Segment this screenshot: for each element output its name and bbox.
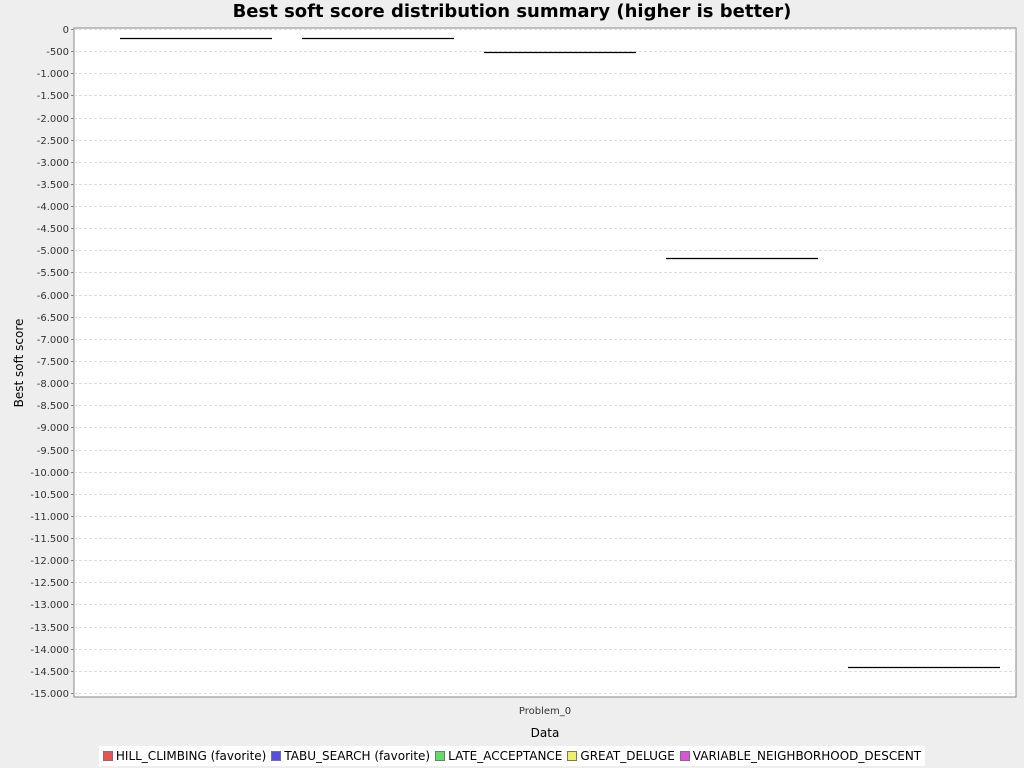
y-tick-label: -2.000 <box>37 114 69 125</box>
legend-item: GREAT_DELUGE <box>567 749 675 763</box>
x-axis-label: Data <box>531 726 560 740</box>
legend-item: TABU_SEARCH (favorite) <box>271 749 430 763</box>
y-tick-label: -2.500 <box>37 136 69 147</box>
legend-label: TABU_SEARCH (favorite) <box>284 749 431 763</box>
legend-item: VARIABLE_NEIGHBORHOOD_DESCENT <box>679 749 922 763</box>
y-tick-label: -5.000 <box>37 246 69 257</box>
y-tick-label: -8.000 <box>37 379 69 390</box>
legend-swatch <box>271 751 282 761</box>
chart-canvas: 0 -500 -1.000 -1.500 -2.000 -2.500 -3.000 -3.50… <box>12 25 1017 740</box>
y-tick-label: -500 <box>46 47 69 58</box>
y-tick-label: -8.500 <box>37 401 69 412</box>
legend-box: HILL_CLIMBING (favorite) TABU_SEARCH (fav… <box>98 746 926 766</box>
legend-label: GREAT_DELUGE <box>580 749 675 763</box>
y-tick-label: 0 <box>63 25 69 36</box>
legend: HILL_CLIMBING (favorite) TABU_SEARCH (fav… <box>0 746 1024 766</box>
y-tick-label: -7.500 <box>37 357 69 368</box>
x-tick-label: Problem_0 <box>519 706 571 717</box>
y-tick-label: -5.500 <box>37 268 69 279</box>
legend-item: LATE_ACCEPTANCE <box>435 749 562 763</box>
y-tick-label: -9.500 <box>37 446 69 457</box>
y-tick-label: -3.000 <box>37 158 69 169</box>
y-axis-label: Best soft score <box>12 319 26 408</box>
y-tick-label: -10.500 <box>30 490 69 501</box>
y-tick-label: -1.000 <box>37 69 69 80</box>
y-tick-label: -6.000 <box>37 291 69 302</box>
legend-label: VARIABLE_NEIGHBORHOOD_DESCENT <box>692 749 922 763</box>
y-tick-label: -13.500 <box>30 623 69 634</box>
y-tick-label: -10.000 <box>30 468 69 479</box>
y-tick-label: -4.500 <box>37 224 69 235</box>
y-tick-label: -12.500 <box>30 578 69 589</box>
y-tick-label: -6.500 <box>37 313 69 324</box>
y-tick-label: -12.000 <box>30 556 69 567</box>
y-tick-label: -3.500 <box>37 180 69 191</box>
legend-label: HILL_CLIMBING (favorite) <box>115 749 267 763</box>
y-tick-label: -15.000 <box>30 689 69 700</box>
y-tick-label: -14.000 <box>30 645 69 656</box>
plot-area <box>73 27 1017 698</box>
y-tick-label: -11.500 <box>30 534 69 545</box>
y-tick-label: -9.000 <box>37 423 69 434</box>
legend-label: LATE_ACCEPTANCE <box>448 749 563 763</box>
y-tick-label: -4.000 <box>37 202 69 213</box>
legend-swatch <box>679 751 690 761</box>
y-tick-label: -14.500 <box>30 667 69 678</box>
legend-item: HILL_CLIMBING (favorite) <box>102 749 267 763</box>
chart-title: Best soft score distribution summary (hi… <box>232 1 792 22</box>
y-tick-label: -11.000 <box>30 512 69 523</box>
y-tick-label: -1.500 <box>37 91 69 102</box>
y-tick-label: -7.000 <box>37 335 69 346</box>
legend-swatch <box>435 751 446 761</box>
y-tick-label: -13.000 <box>30 600 69 611</box>
legend-swatch <box>567 751 578 761</box>
legend-swatch <box>102 751 113 761</box>
